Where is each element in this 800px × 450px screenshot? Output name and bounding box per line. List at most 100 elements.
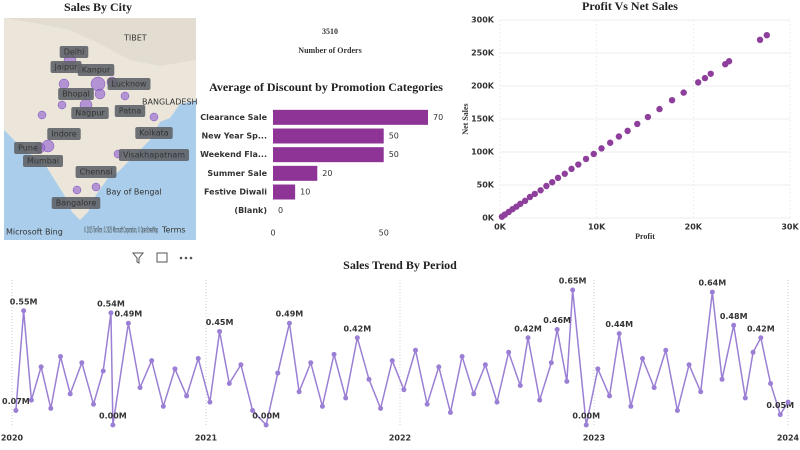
scatter-point: [590, 150, 597, 158]
scatter-point: [561, 170, 568, 177]
data-label: 0.49M: [115, 310, 143, 319]
line-point: [308, 360, 314, 366]
data-label: 10: [300, 188, 310, 197]
city-label: Bangalore: [56, 199, 97, 208]
filter-icon[interactable]: [131, 252, 145, 264]
line-point: [570, 287, 576, 293]
line-point: [48, 405, 54, 411]
x-tick-label: 2022: [389, 434, 411, 443]
city-bubble: [149, 112, 159, 122]
city-label: Delhi: [64, 48, 85, 57]
bar: [273, 128, 384, 144]
data-label: 70: [433, 113, 443, 122]
line-point: [38, 364, 44, 370]
category-label: Weekend Fla...: [200, 150, 267, 159]
line-point: [537, 397, 543, 403]
bar: [273, 184, 296, 200]
scatter-point: [615, 133, 623, 140]
data-label: 0.42M: [514, 324, 542, 333]
city-bubble: [58, 78, 70, 90]
city-label-box: [135, 127, 173, 139]
line-point: [424, 401, 430, 407]
line-point: [137, 385, 143, 391]
line-point: [401, 387, 407, 393]
line-point: [447, 410, 453, 416]
line-point: [100, 368, 106, 374]
city-label-box: [71, 107, 109, 119]
x-tick-label: 0: [270, 229, 275, 238]
line-point: [564, 378, 570, 384]
line-point: [172, 366, 178, 372]
map-provider: Microsoft Bing: [6, 228, 63, 237]
line-point: [319, 403, 325, 409]
x-tick-label: 10K: [588, 223, 606, 232]
data-label: 0.65M: [559, 277, 587, 286]
x-axis-label: Profit: [635, 232, 655, 241]
more-icon[interactable]: [179, 256, 183, 260]
data-label: 0.42M: [343, 324, 371, 333]
scatter-point: [598, 145, 605, 152]
line-point: [389, 358, 395, 364]
city-label-box: [50, 61, 82, 73]
city-label-box: [58, 88, 94, 100]
line-point: [506, 349, 512, 355]
category-label: New Year Sp...: [201, 132, 267, 141]
city-bubble: [72, 185, 82, 195]
scatter-point: [568, 165, 575, 173]
data-label: 0.07M: [2, 397, 30, 406]
line-point: [108, 310, 114, 316]
line-point: [413, 347, 419, 353]
scatter-point: [517, 200, 524, 208]
line-point: [378, 405, 384, 411]
city-bubble: [91, 182, 101, 192]
line-point: [628, 403, 634, 409]
city-label-box: [77, 64, 115, 76]
scatter-point: [644, 113, 652, 121]
line-point: [583, 422, 589, 428]
city-bubble: [120, 91, 130, 101]
x-tick-label: 30K: [781, 223, 799, 232]
chart-title: Sales Trend By Period: [343, 258, 457, 272]
data-label: 50: [389, 150, 399, 159]
map-terms[interactable]: Terms: [161, 226, 186, 235]
scatter-point: [725, 58, 733, 65]
city-label: Pune: [18, 144, 38, 153]
line-point: [331, 351, 337, 357]
x-tick-label: 2024: [777, 434, 800, 443]
data-label: 0.46M: [543, 316, 571, 325]
line-point: [13, 407, 19, 413]
line-point: [366, 376, 372, 382]
line-point: [110, 422, 116, 428]
city-label-box: [47, 128, 81, 140]
map-relief: [4, 18, 196, 66]
x-tick-label: 2021: [195, 434, 218, 443]
city-label: Kanpur: [82, 66, 111, 75]
line-point: [286, 320, 292, 326]
line-point: [785, 399, 791, 405]
city-label: Visakhapatnam: [123, 151, 185, 160]
focus-icon[interactable]: [156, 252, 168, 263]
scatter-point: [607, 139, 614, 146]
more-icon[interactable]: [184, 256, 188, 260]
data-label: 0.54M: [97, 299, 125, 308]
x-tick-label: 2020: [1, 434, 24, 443]
line-point: [250, 407, 256, 413]
line-point: [517, 383, 523, 389]
line-point: [125, 320, 131, 326]
y-tick-label: 200K: [471, 82, 495, 91]
line-point: [742, 395, 748, 401]
city-label-box: [107, 78, 151, 90]
scatter-point: [575, 161, 582, 168]
y-tick-label: 50K: [477, 181, 495, 190]
line-point: [698, 389, 704, 395]
line-point: [238, 362, 244, 368]
scatter-point: [680, 89, 687, 96]
line-point: [28, 397, 34, 403]
category-label: Summer Sale: [207, 169, 267, 178]
line-point: [275, 370, 281, 376]
line-point: [184, 393, 190, 399]
data-label: 0.00M: [572, 412, 600, 421]
scatter-point: [656, 105, 663, 113]
more-icon[interactable]: [189, 256, 193, 260]
